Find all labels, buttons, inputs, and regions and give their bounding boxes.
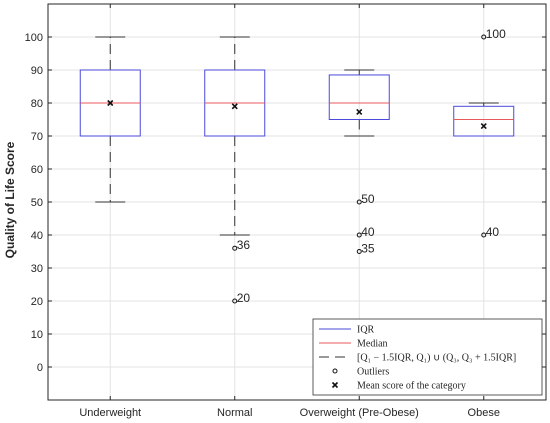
legend-box [312,318,543,396]
legend-entry: [Q₁ − 1.5IQR, Q₁) ∪ (Q₃, Q₃ + 1.5IQR] [319,353,516,364]
mean-marker [356,108,363,115]
mean-marker-stroke [107,99,114,107]
box-group [328,69,390,254]
y-tick-label: 0 [37,362,43,374]
x-tick-label: Normal [217,407,252,419]
mean-marker [480,123,487,130]
outlier-point [481,232,487,238]
outlier-label: 35 [361,242,375,256]
legend-circle-swatch [332,368,338,374]
y-tick-label: 100 [25,32,43,44]
legend: IQR Median [Q₁ − 1.5IQR, Q₁) ∪ (Q₃, Q₃ + 1… [312,318,543,396]
axes: 0 10 20 30 40 50 60 70 80 90 100 Underweight Normal O… [25,3,547,419]
y-tick-label: 80 [31,98,43,110]
y-tick-label: 60 [31,164,43,176]
legend-label: Outliers [357,367,389,378]
y-tick-label: 70 [31,131,43,143]
outlier-label: 40 [486,225,500,239]
outlier-point [356,232,362,238]
legend-label: Mean score of the category [357,381,466,392]
y-tick-label: 50 [31,197,43,209]
y-tick-label: 10 [31,329,43,341]
y-tick-label: 40 [31,230,43,242]
box-group [79,36,141,203]
legend-entry: IQR [319,325,375,336]
mean-marker-stroke [356,108,363,115]
outlier-label: 40 [361,225,375,239]
legend-entry: Outliers [332,367,389,378]
outlier-point [481,34,487,40]
outlier-point [356,249,362,254]
legend-cross-swatch [331,381,339,389]
y-tick-label: 20 [31,296,43,308]
outlier-point [232,245,238,251]
outlier-label: 20 [237,291,251,305]
legend-label: IQR [357,325,375,336]
x-tick-label: Obese [468,407,500,419]
mean-marker [107,99,114,107]
y-tick-label: 90 [31,65,43,77]
outlier-label: 100 [486,27,506,41]
y-tick-label: 30 [31,263,43,275]
iqr-box [328,74,390,120]
box-group [453,34,515,238]
y-axis-label: Quality of Life Score [3,141,17,258]
mean-marker-stroke [480,123,487,130]
iqr-box [453,105,515,137]
outlier-point [232,298,238,304]
legend-label: [Q₁ − 1.5IQR, Q₁) ∪ (Q₃, Q₃ + 1.5IQR] [357,353,516,364]
x-tick-label: Underweight [79,407,141,419]
outlier-label: 50 [361,192,375,206]
mean-marker [231,103,238,110]
box-group [204,36,266,304]
mean-marker-stroke [231,103,238,110]
box-series: 36 20 50 40 35 100 40 [79,27,515,305]
legend-entry: Mean score of the category [331,381,466,392]
outlier-point [356,199,362,205]
outlier-label: 36 [237,238,251,252]
legend-entry: Median [319,339,388,350]
legend-label: Median [357,339,388,350]
x-tick-label: Overweight (Pre-Obese) [300,407,419,419]
